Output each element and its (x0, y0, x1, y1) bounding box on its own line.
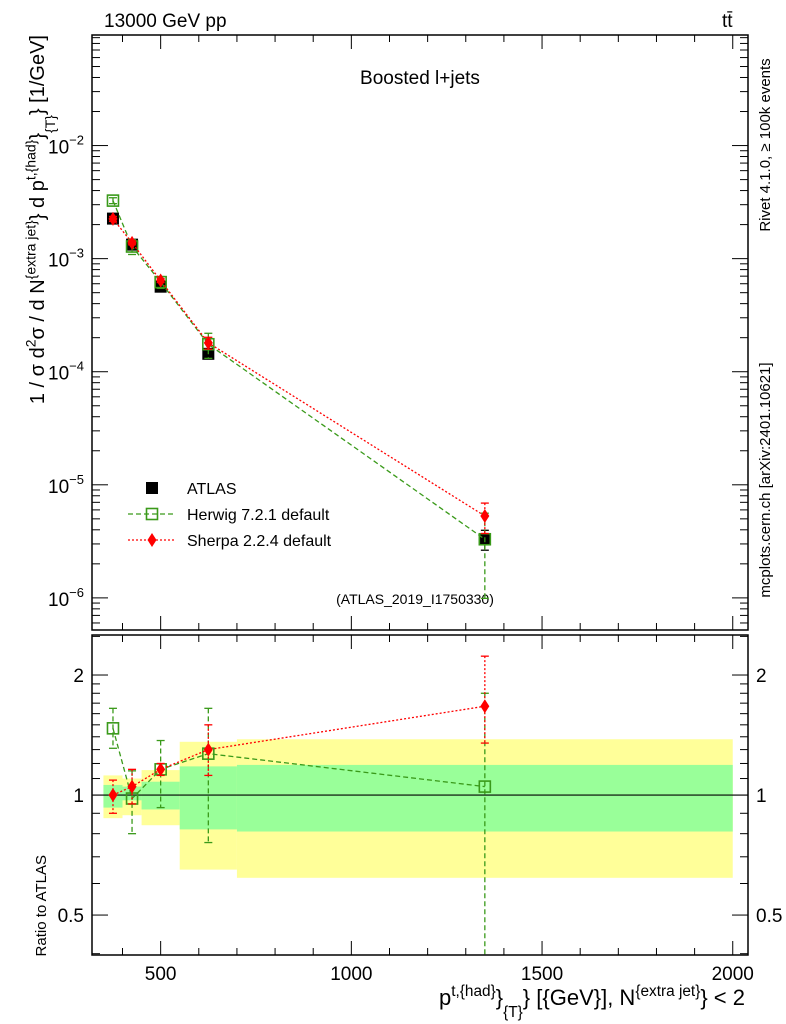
herwig-line (112, 200, 486, 540)
label-sup: {extra jet} (23, 220, 39, 279)
ratio-sherpa-line (112, 705, 485, 796)
label-text: } [{GeV}], N (523, 985, 636, 1010)
ratio-y-axis-label: Ratio to ATLAS (33, 855, 50, 956)
ratio-sherpa-point (203, 742, 213, 757)
label-sup: {extra jet} (635, 983, 700, 1000)
sherpa-point (156, 273, 166, 288)
legend-herwig-marker (145, 507, 159, 521)
y-tick-label: 10−6 (48, 585, 84, 611)
x-tick-label: 2000 (712, 964, 754, 985)
y-axis-label: 1 / σ d2σ / d N{extra jet}} d pt,{had}}{… (23, 35, 58, 404)
y-tick-label: 10−2 (48, 133, 84, 159)
ratio-y-tick-label-right: 2 (756, 666, 767, 687)
herwig-point (106, 194, 120, 207)
ratio-sherpa-point (127, 779, 137, 794)
plot-title: Boosted l+jets (360, 68, 480, 89)
ratio-y-tick-label-right: 0.5 (756, 906, 782, 927)
legend-herwig-label: Herwig 7.2.1 default (187, 507, 330, 524)
label-text: } [1/GeV] (27, 35, 49, 115)
ratio-sherpa-point (108, 788, 118, 803)
ratio-herwig-point (106, 722, 120, 735)
label-sup: t,{had} (23, 139, 39, 180)
header-energy: 13000 GeV pp (104, 11, 227, 32)
x-tick-label: 500 (145, 964, 177, 985)
sherpa-point (127, 235, 137, 250)
ratio-herwig-point (478, 780, 492, 793)
ratio-y-tick-label-right: 1 (756, 786, 767, 807)
sherpa-line (112, 218, 486, 517)
legend-sherpa-label: Sherpa 2.2.4 default (187, 533, 332, 550)
y-tick-label: 10−4 (48, 359, 84, 385)
tick-mantissa: 10 (48, 364, 69, 385)
ratio-sherpa-point (480, 699, 490, 714)
analysis-watermark: (ATLAS_2019_I1750330) (336, 591, 494, 607)
x-tick-label: 1500 (521, 964, 563, 985)
x-axis-label: pt,{had}}{T}} [{GeV}], N{extra jet}} < 2 (439, 983, 745, 1021)
main-frame (91, 34, 749, 631)
tick-exponent: −2 (69, 133, 84, 148)
label-text: } d p (27, 180, 49, 220)
label-text: 1 / σ d (27, 347, 49, 404)
label-sub: {T} (42, 115, 58, 133)
ratio-panel (92, 655, 748, 955)
header-process: tt̄ (722, 11, 733, 32)
tick-exponent: −4 (69, 359, 84, 374)
label-sup: 2 (23, 339, 39, 347)
sherpa-point (480, 508, 490, 523)
label-text: } < 2 (700, 985, 745, 1010)
tick-mantissa: 10 (48, 138, 69, 159)
tick-exponent: −3 (69, 246, 84, 261)
ratio-y-tick-label: 0.5 (58, 906, 84, 927)
main-panel (106, 194, 492, 600)
tick-mantissa: 10 (48, 251, 69, 272)
legend-atlas-marker (146, 482, 158, 494)
sherpa-point (108, 211, 118, 226)
mcplots-source-label: mcplots.cern.ch [arXiv:2401.10621] (757, 362, 774, 597)
y-tick-label: 10−5 (48, 472, 84, 498)
label-text: σ / d N (27, 279, 49, 339)
ratio-y-tick-label: 2 (73, 666, 84, 687)
label-text: p (439, 985, 451, 1010)
tick-mantissa: 10 (48, 477, 69, 498)
ratio-y-tick-label: 1 (73, 786, 84, 807)
label-sub: {T} (503, 1004, 523, 1021)
label-text: } (27, 133, 49, 140)
tick-exponent: −6 (69, 585, 84, 600)
label-text: } (496, 985, 503, 1010)
legend-atlas-label: ATLAS (187, 481, 237, 498)
label-sup: t,{had} (451, 983, 496, 1000)
sherpa-point (203, 335, 213, 350)
legend (128, 482, 176, 547)
y-tick-label: 10−3 (48, 246, 84, 272)
x-tick-label: 1000 (330, 964, 372, 985)
rivet-version-label: Rivet 4.1.0, ≥ 100k events (757, 58, 774, 231)
tick-mantissa: 10 (48, 590, 69, 611)
legend-sherpa-marker (147, 533, 157, 547)
ratio-sherpa-point (156, 762, 166, 777)
tick-exponent: −5 (69, 472, 84, 487)
